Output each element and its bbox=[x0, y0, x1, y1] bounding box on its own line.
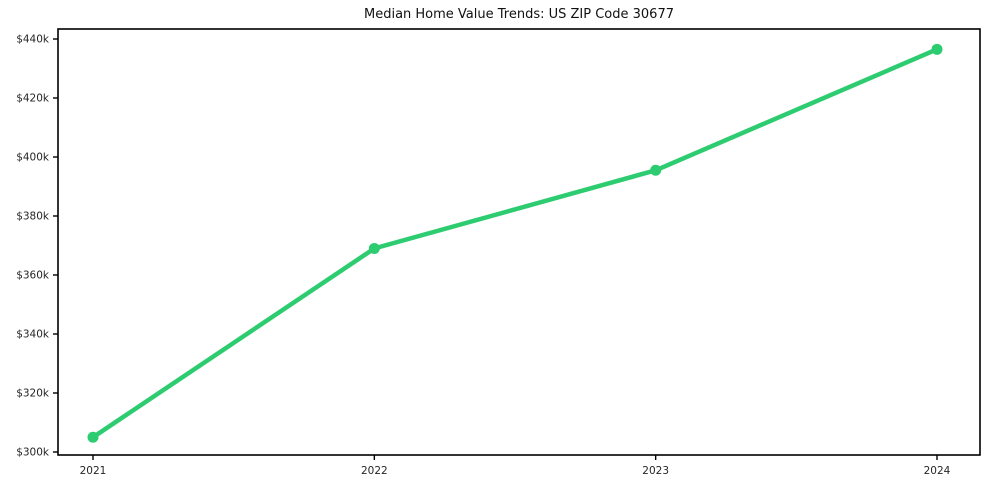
y-tick-label: $440k bbox=[16, 34, 50, 46]
y-tick-label: $360k bbox=[16, 270, 50, 282]
trend-line bbox=[90, 47, 940, 440]
data-point-marker bbox=[931, 43, 943, 55]
x-tick-label: 2024 bbox=[924, 465, 951, 477]
plot-border bbox=[57, 28, 981, 456]
data-point-marker bbox=[650, 164, 662, 176]
y-tick-label: $380k bbox=[16, 211, 50, 223]
x-tick-label: 2021 bbox=[80, 465, 107, 477]
chart-title: Median Home Value Trends: US ZIP Code 30… bbox=[363, 7, 674, 22]
x-tick-label: 2022 bbox=[361, 465, 388, 477]
data-point-marker bbox=[87, 431, 99, 443]
y-tick-label: $300k bbox=[16, 447, 50, 459]
y-tick-label: $420k bbox=[16, 93, 50, 105]
y-tick-label: $400k bbox=[16, 152, 50, 164]
x-tick-label: 2023 bbox=[642, 465, 669, 477]
y-tick-label: $340k bbox=[16, 329, 50, 341]
y-tick-label: $320k bbox=[16, 388, 50, 400]
data-point-marker bbox=[368, 242, 380, 254]
